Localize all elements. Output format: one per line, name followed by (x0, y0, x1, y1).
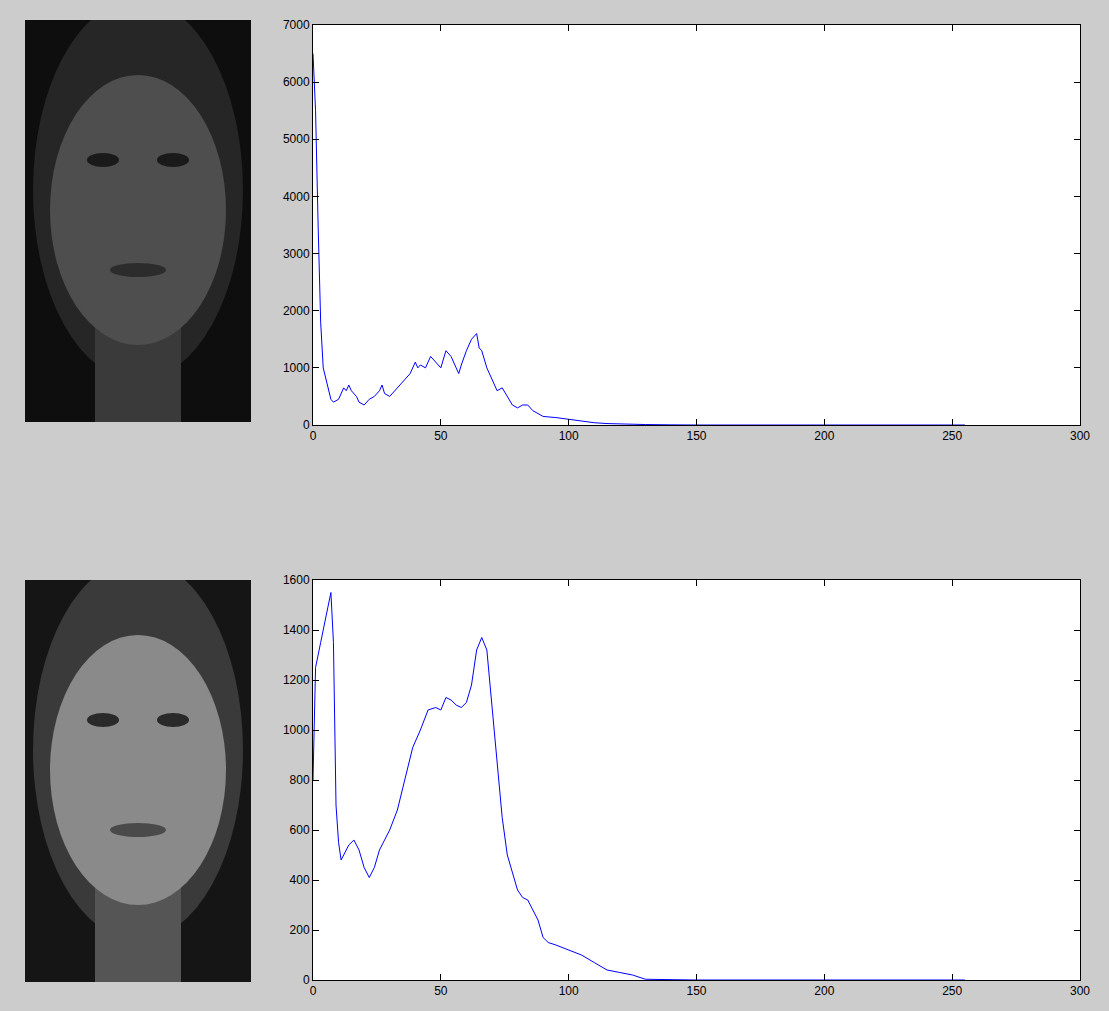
svg-text:250: 250 (942, 984, 962, 998)
svg-text:4000: 4000 (283, 190, 310, 204)
svg-text:100: 100 (559, 984, 579, 998)
svg-text:1000: 1000 (283, 361, 310, 375)
svg-text:300: 300 (1070, 429, 1090, 443)
svg-text:1000: 1000 (283, 723, 310, 737)
svg-text:0: 0 (303, 973, 310, 987)
svg-text:1200: 1200 (283, 673, 310, 687)
svg-text:6000: 6000 (283, 75, 310, 89)
svg-text:0: 0 (310, 429, 317, 443)
svg-text:300: 300 (1070, 984, 1090, 998)
svg-text:200: 200 (814, 429, 834, 443)
svg-text:1600: 1600 (283, 573, 310, 587)
svg-text:800: 800 (290, 773, 310, 787)
svg-text:7000: 7000 (283, 18, 310, 32)
svg-text:5000: 5000 (283, 132, 310, 146)
svg-text:3000: 3000 (283, 247, 310, 261)
svg-text:200: 200 (814, 984, 834, 998)
svg-text:150: 150 (686, 984, 706, 998)
svg-text:50: 50 (434, 429, 448, 443)
svg-text:100: 100 (559, 429, 579, 443)
svg-text:600: 600 (290, 823, 310, 837)
svg-text:2000: 2000 (283, 304, 310, 318)
svg-text:400: 400 (290, 873, 310, 887)
svg-text:150: 150 (686, 429, 706, 443)
svg-text:200: 200 (290, 923, 310, 937)
svg-text:1400: 1400 (283, 623, 310, 637)
svg-text:0: 0 (303, 418, 310, 432)
svg-text:0: 0 (310, 984, 317, 998)
svg-text:250: 250 (942, 429, 962, 443)
svg-text:50: 50 (434, 984, 448, 998)
